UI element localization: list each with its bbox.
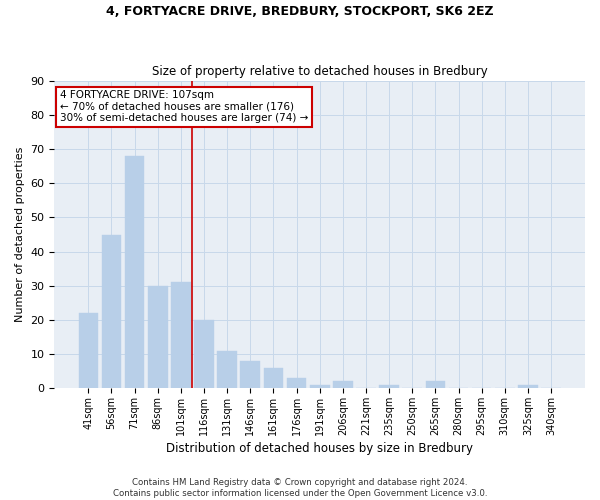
Text: 4, FORTYACRE DRIVE, BREDBURY, STOCKPORT, SK6 2EZ: 4, FORTYACRE DRIVE, BREDBURY, STOCKPORT,… [106, 5, 494, 18]
Title: Size of property relative to detached houses in Bredbury: Size of property relative to detached ho… [152, 66, 488, 78]
Bar [379, 384, 399, 388]
Bar [241, 361, 260, 388]
Bar [148, 286, 167, 388]
Bar [79, 313, 98, 388]
Bar [518, 384, 538, 388]
Y-axis label: Number of detached properties: Number of detached properties [15, 147, 25, 322]
Bar [194, 320, 214, 388]
Bar [263, 368, 283, 388]
Bar [125, 156, 145, 388]
Text: 4 FORTYACRE DRIVE: 107sqm
← 70% of detached houses are smaller (176)
30% of semi: 4 FORTYACRE DRIVE: 107sqm ← 70% of detac… [60, 90, 308, 124]
Bar [310, 384, 329, 388]
Bar [101, 234, 121, 388]
Bar [425, 381, 445, 388]
Bar [287, 378, 307, 388]
Bar [171, 282, 191, 388]
Bar [333, 381, 353, 388]
X-axis label: Distribution of detached houses by size in Bredbury: Distribution of detached houses by size … [166, 442, 473, 455]
Bar [217, 350, 237, 388]
Text: Contains HM Land Registry data © Crown copyright and database right 2024.
Contai: Contains HM Land Registry data © Crown c… [113, 478, 487, 498]
